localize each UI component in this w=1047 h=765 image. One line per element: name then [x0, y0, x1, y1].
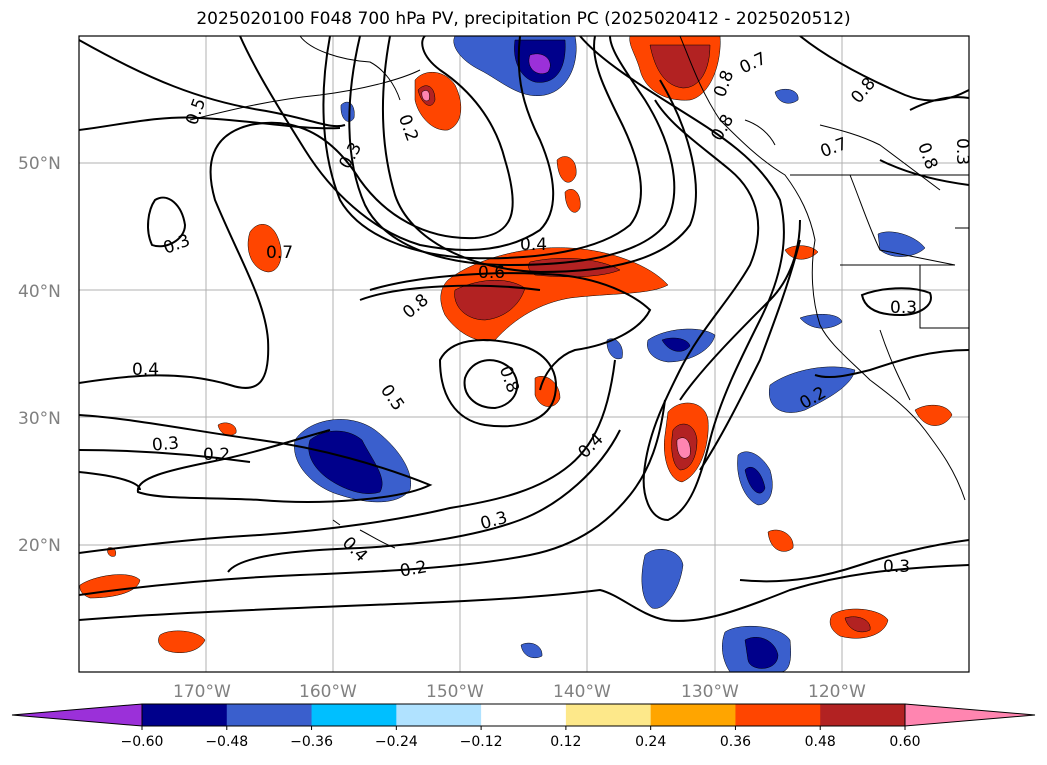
colorbar-segment — [481, 704, 567, 726]
contour-label: 0.2 — [398, 557, 428, 581]
colorbar-extend-low — [11, 703, 143, 727]
colorbar-tick-label: 0.60 — [889, 734, 920, 750]
colorbar-tick-label: 0.36 — [720, 734, 751, 750]
lon-label: 170°W — [173, 682, 231, 702]
contour-label: 0.4 — [132, 360, 159, 380]
colorbar-segment — [226, 704, 313, 726]
contour-label: 0.3 — [883, 557, 910, 577]
colorbar-segment — [565, 704, 652, 726]
lat-label: 30°N — [18, 409, 61, 429]
lon-label: 160°W — [299, 682, 357, 702]
map-area — [79, 36, 969, 672]
colorbar-tick-label: −0.24 — [375, 734, 418, 750]
coastlines — [189, 36, 969, 549]
lat-label: 40°N — [18, 282, 61, 302]
colorbar-tick-label: −0.36 — [290, 734, 333, 750]
colorbar-tick-label: 0.48 — [805, 734, 836, 750]
lat-label: 50°N — [18, 154, 61, 174]
colorbar-extend-high — [904, 703, 1036, 727]
pv-contours — [79, 36, 969, 622]
lon-label: 130°W — [681, 682, 739, 702]
contour-label: 0.4 — [520, 235, 547, 255]
colorbar-tick-label: −0.12 — [460, 734, 503, 750]
colorbar-tick-label: −0.60 — [121, 734, 164, 750]
lon-labels: 170°W 160°W 150°W 140°W 130°W 120°W — [173, 682, 866, 702]
colorbar-segment — [735, 704, 821, 726]
colorbar: −0.60 −0.48 −0.36 −0.24 −0.12 0.12 0.24 0.36 0.4… — [11, 703, 1036, 750]
colorbar-segment — [650, 704, 736, 726]
map-title: 2025020100 F048 700 hPa PV, precipitatio… — [196, 9, 851, 29]
colorbar-segment — [311, 704, 397, 726]
lon-label: 140°W — [553, 682, 611, 702]
contour-label: 0.3 — [890, 298, 917, 318]
contour-label: 0.2 — [203, 445, 230, 465]
contour-label: 0.6 — [478, 263, 505, 283]
colorbar-segment — [820, 704, 906, 726]
colorbar-segment — [396, 704, 482, 726]
contour-label: 0.7 — [266, 243, 293, 263]
colorbar-segment — [142, 704, 228, 726]
colorbar-tick-label: −0.48 — [205, 734, 248, 750]
lat-labels: 20°N 30°N 40°N 50°N — [18, 154, 61, 556]
lon-label: 150°W — [426, 682, 484, 702]
contour-label: 0.3 — [151, 433, 180, 455]
contour-label: 0.3 — [952, 138, 972, 165]
map-frame — [78, 35, 970, 673]
colorbar-frame — [141, 703, 906, 727]
colorbar-tick-label: 0.24 — [635, 734, 666, 750]
colorbar-tick-label: 0.12 — [550, 734, 581, 750]
lon-label: 120°W — [808, 682, 866, 702]
lat-label: 20°N — [18, 536, 61, 556]
